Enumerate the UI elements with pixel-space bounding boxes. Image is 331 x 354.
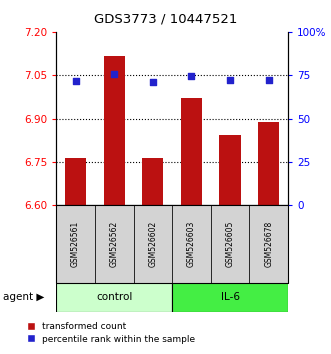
Bar (56, 283, 172, 312)
Text: GSM526562: GSM526562 (110, 221, 119, 267)
Point (189, 73, 194, 79)
Bar (211, 205, 249, 283)
Text: GSM526603: GSM526603 (187, 221, 196, 268)
Text: GSM526678: GSM526678 (264, 221, 273, 267)
Bar (172, 205, 211, 283)
Bar (172, 283, 288, 312)
Point (150, 79, 156, 85)
Text: agent ▶: agent ▶ (3, 292, 45, 302)
Bar (56, 205, 95, 283)
Bar (133, 205, 172, 283)
Text: GSM526561: GSM526561 (71, 221, 80, 267)
Point (112, 72, 117, 77)
Point (266, 77, 271, 82)
Bar (104, 56, 125, 205)
Bar (142, 159, 164, 205)
Legend: transformed count, percentile rank within the sample: transformed count, percentile rank withi… (28, 322, 195, 344)
Text: GSM526602: GSM526602 (148, 221, 157, 267)
Text: IL-6: IL-6 (220, 292, 240, 302)
Bar (258, 122, 279, 205)
Text: GDS3773 / 10447521: GDS3773 / 10447521 (94, 12, 237, 25)
Point (227, 77, 233, 82)
Bar (219, 135, 241, 205)
Bar (181, 98, 202, 205)
Text: control: control (96, 292, 132, 302)
Point (73, 79, 78, 84)
Bar (95, 205, 133, 283)
Bar (249, 205, 288, 283)
Bar (65, 159, 86, 205)
Text: GSM526605: GSM526605 (225, 221, 235, 268)
